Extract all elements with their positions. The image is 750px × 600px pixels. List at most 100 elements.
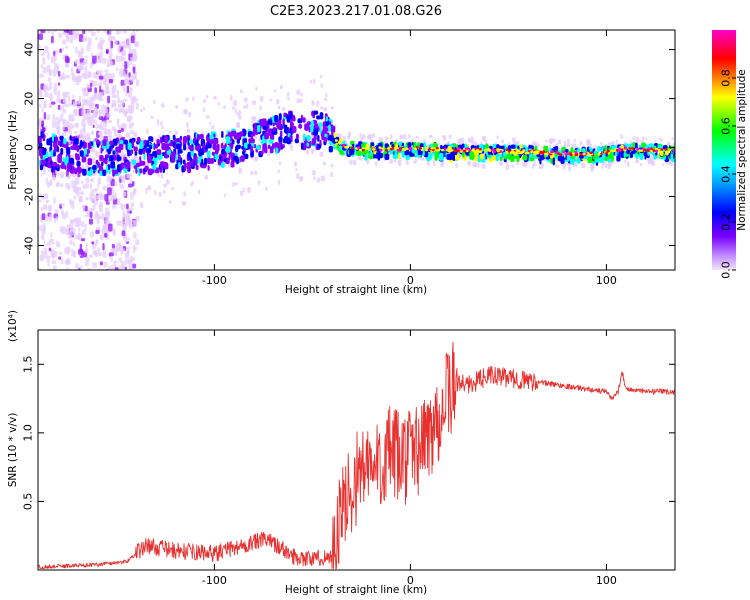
spectrogram-cell (60, 164, 65, 169)
spectrogram-cell (88, 207, 94, 213)
spectrogram-cell (511, 150, 515, 153)
spectrogram-cell (60, 112, 64, 117)
spectrogram-cell (311, 101, 315, 106)
spectrogram-cell (88, 102, 94, 109)
spectrogram-cell (96, 30, 100, 34)
spectrogram-cell (479, 153, 484, 160)
spectrogram-cell (659, 137, 663, 143)
spectrogram-ytick-label: 40 (23, 43, 36, 57)
spectrogram-cell (138, 148, 143, 155)
spectrogram-cell (123, 98, 128, 102)
spectrogram-cell (82, 126, 86, 132)
spectrogram-cell (183, 143, 187, 151)
spectrogram-cell (49, 179, 53, 186)
spectrogram-cell (432, 159, 436, 166)
spectrogram-cell (80, 139, 83, 148)
spectrogram-cell (289, 111, 293, 119)
spectrogram-cell (295, 168, 298, 172)
spectrogram-cell (84, 135, 87, 142)
colorbar-ticks: 0.0 0.2 0.4 0.6 0.8 (720, 69, 736, 279)
spectrogram-cell (116, 198, 121, 205)
spectrogram-cell (129, 109, 133, 115)
spectrogram-cell (40, 30, 46, 34)
spectrogram-cell (110, 257, 113, 262)
spectrogram-cell (624, 146, 628, 150)
spectrogram-cell (52, 253, 55, 260)
spectrogram-cell (201, 158, 204, 166)
spectrogram-cell (38, 44, 41, 49)
spectrogram-cell (397, 152, 400, 160)
spectrogram-cell (338, 141, 342, 145)
spectrogram-cell (319, 112, 324, 120)
spectrogram-cell (69, 35, 73, 44)
spectrogram-cell (72, 242, 76, 247)
spectrogram-cell (210, 131, 214, 137)
spectrogram-cell (52, 162, 58, 167)
spectrogram-cell (77, 50, 81, 55)
spectrogram-cell (387, 147, 391, 150)
spectrogram-cell (193, 155, 198, 162)
spectrogram-cell (61, 46, 64, 52)
spectrogram-cell (38, 225, 42, 231)
spectrogram-cell (113, 251, 118, 256)
spectrogram-cell (479, 150, 483, 153)
spectrogram-cell (130, 75, 135, 82)
spectrogram-cell (108, 252, 114, 257)
spectrogram-cell (615, 150, 618, 157)
spectrogram-cell (523, 161, 527, 168)
spectrogram-cell (84, 66, 88, 74)
spectrogram-cell (121, 109, 126, 113)
spectrogram-cell (265, 186, 268, 191)
spectrogram-cell (304, 123, 309, 131)
spectrogram-cell (139, 156, 142, 161)
spectrogram-cell (426, 160, 431, 167)
spectrogram-cell (62, 109, 67, 114)
spectrogram-cell (119, 68, 125, 73)
spectrogram-cell (40, 234, 45, 239)
spectrogram-cell (39, 73, 45, 78)
spectrogram-cell (484, 148, 488, 152)
spectrogram-cell (44, 204, 48, 211)
spectrogram-cell (409, 147, 413, 150)
spectrogram-cell (81, 156, 87, 163)
spectrogram-cell (570, 157, 575, 164)
spectrogram-cell (84, 148, 88, 155)
spectrogram-cell (488, 149, 492, 152)
spectrogram-cell (129, 130, 134, 135)
spectrogram-cell (109, 269, 112, 270)
spectrogram-cell (502, 151, 507, 157)
spectrogram-cell (330, 172, 334, 178)
spectrogram-cell (76, 146, 80, 152)
spectrogram-cell (357, 156, 361, 161)
spectrogram-cell (87, 158, 93, 166)
spectrogram-cell (654, 139, 657, 143)
spectrogram-cell (206, 136, 210, 142)
spectrogram-cell (113, 181, 118, 186)
spectrogram-cell (90, 114, 94, 120)
spectrogram-cell (183, 191, 186, 197)
spectrogram-cell (405, 147, 409, 151)
spectrogram-cell (295, 133, 299, 140)
spectrogram-cell (47, 77, 52, 82)
spectrogram-cell (94, 188, 99, 192)
spectrogram-cell (617, 149, 621, 152)
spectrogram-cell (150, 169, 155, 174)
spectrogram-cell (82, 59, 88, 66)
spectrogram-cell (323, 127, 329, 132)
spectrogram-cell (234, 182, 238, 186)
spectrogram-cell (121, 152, 125, 158)
spectrogram-cell (183, 135, 187, 142)
spectrogram-cell (463, 149, 467, 153)
spectrogram-cell (472, 162, 477, 167)
spectrogram-cell (242, 187, 245, 193)
spectrogram-cell (172, 134, 176, 140)
spectrogram-cell (61, 226, 66, 234)
spectrogram-cell (40, 254, 45, 262)
spectrogram-cell (97, 55, 103, 62)
spectrogram-cell (319, 127, 322, 134)
spectrogram-cell (54, 136, 59, 143)
spectrogram-cell (550, 150, 554, 153)
spectrogram-cell (535, 142, 538, 147)
spectrogram-cell (312, 114, 316, 119)
spectrogram-cell (129, 178, 133, 184)
